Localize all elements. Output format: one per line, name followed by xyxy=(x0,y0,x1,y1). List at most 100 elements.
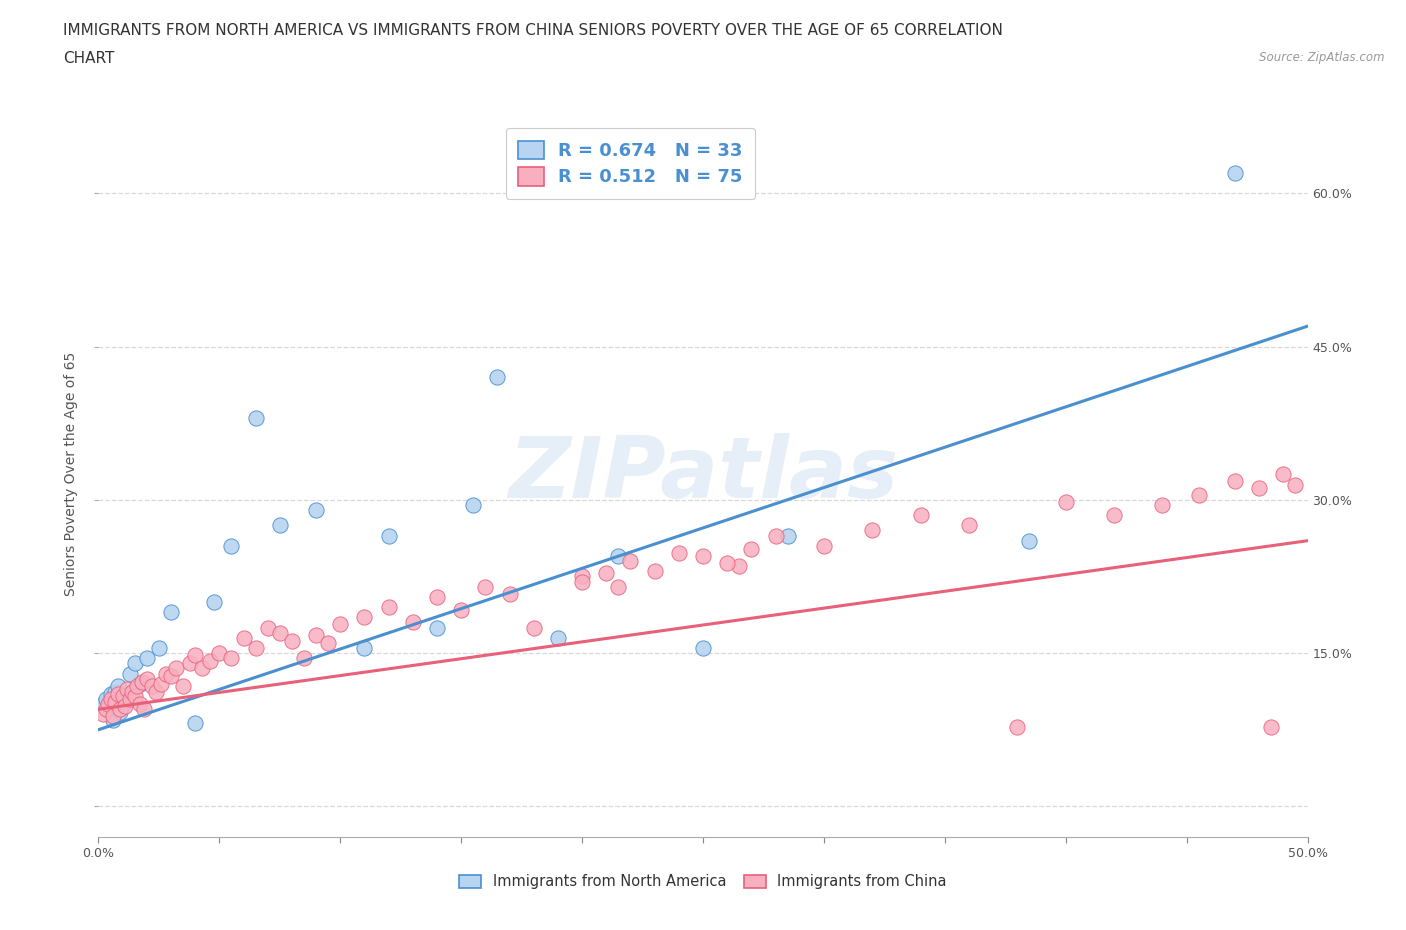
Point xyxy=(619,553,641,568)
Point xyxy=(150,676,173,691)
Point xyxy=(124,688,146,703)
Point xyxy=(1284,477,1306,492)
Point xyxy=(148,641,170,656)
Point xyxy=(91,697,114,711)
Text: IMMIGRANTS FROM NORTH AMERICA VS IMMIGRANTS FROM CHINA SENIORS POVERTY OVER THE : IMMIGRANTS FROM NORTH AMERICA VS IMMIGRA… xyxy=(63,23,1002,38)
Point xyxy=(135,651,157,666)
Point xyxy=(101,709,124,724)
Point xyxy=(245,411,267,426)
Point xyxy=(97,697,120,711)
Point xyxy=(198,654,221,669)
Point xyxy=(204,594,226,609)
Point xyxy=(426,620,449,635)
Point xyxy=(269,518,291,533)
Point xyxy=(118,666,141,681)
Point xyxy=(316,635,339,650)
Point xyxy=(1260,719,1282,734)
Point xyxy=(165,661,187,676)
Point xyxy=(281,633,304,648)
Point xyxy=(305,502,328,517)
Point xyxy=(1223,166,1246,180)
Point xyxy=(329,617,352,631)
Point xyxy=(668,546,690,561)
Point xyxy=(117,682,139,697)
Point xyxy=(571,574,593,589)
Point xyxy=(128,676,150,691)
Point xyxy=(208,645,231,660)
Point xyxy=(523,620,546,635)
Point xyxy=(114,692,136,707)
Point xyxy=(107,678,129,693)
Point xyxy=(221,651,243,666)
Point xyxy=(131,674,153,689)
Point xyxy=(692,549,714,564)
Point xyxy=(221,538,243,553)
Point xyxy=(134,702,156,717)
Point xyxy=(232,631,254,645)
Point xyxy=(124,656,146,671)
Point xyxy=(91,707,114,722)
Point xyxy=(94,702,117,717)
Point xyxy=(644,564,666,578)
Point xyxy=(377,600,399,615)
Point xyxy=(716,556,738,571)
Point xyxy=(1272,467,1295,482)
Point xyxy=(377,528,399,543)
Point xyxy=(776,528,799,543)
Point xyxy=(104,695,127,710)
Point xyxy=(728,559,751,574)
Point xyxy=(128,697,150,711)
Point xyxy=(474,579,496,594)
Point xyxy=(191,661,214,676)
Point xyxy=(160,604,183,619)
Point xyxy=(1152,498,1174,512)
Point xyxy=(269,625,291,640)
Point xyxy=(353,641,375,656)
Point xyxy=(184,715,207,730)
Point xyxy=(141,678,163,693)
Point xyxy=(353,610,375,625)
Point xyxy=(97,702,120,717)
Point xyxy=(135,671,157,686)
Point xyxy=(1223,474,1246,489)
Point xyxy=(172,678,194,693)
Point xyxy=(595,566,617,581)
Point xyxy=(1188,487,1211,502)
Point xyxy=(121,684,143,699)
Text: Source: ZipAtlas.com: Source: ZipAtlas.com xyxy=(1260,51,1385,64)
Point xyxy=(1249,480,1271,495)
Point xyxy=(94,692,117,707)
Legend: Immigrants from North America, Immigrants from China: Immigrants from North America, Immigrant… xyxy=(453,869,953,895)
Point xyxy=(957,518,980,533)
Point xyxy=(179,656,201,671)
Point xyxy=(118,692,141,707)
Point xyxy=(547,631,569,645)
Point xyxy=(1007,719,1029,734)
Point xyxy=(114,698,136,713)
Point xyxy=(498,587,520,602)
Point xyxy=(860,523,883,538)
Point xyxy=(101,712,124,727)
Point xyxy=(184,647,207,662)
Point xyxy=(813,538,835,553)
Point xyxy=(740,541,762,556)
Point xyxy=(402,615,425,630)
Text: CHART: CHART xyxy=(63,51,115,66)
Point xyxy=(108,705,131,720)
Point xyxy=(1018,533,1040,548)
Point xyxy=(607,579,630,594)
Point xyxy=(1054,495,1077,510)
Point xyxy=(450,603,472,618)
Y-axis label: Seniors Poverty Over the Age of 65: Seniors Poverty Over the Age of 65 xyxy=(65,352,79,596)
Point xyxy=(104,684,127,699)
Point xyxy=(100,686,122,701)
Point xyxy=(155,666,177,681)
Point xyxy=(111,697,134,711)
Point xyxy=(127,678,149,693)
Point xyxy=(486,370,509,385)
Point xyxy=(463,498,485,512)
Point xyxy=(145,684,167,699)
Point xyxy=(256,620,278,635)
Point xyxy=(765,528,787,543)
Text: ZIPatlas: ZIPatlas xyxy=(508,432,898,516)
